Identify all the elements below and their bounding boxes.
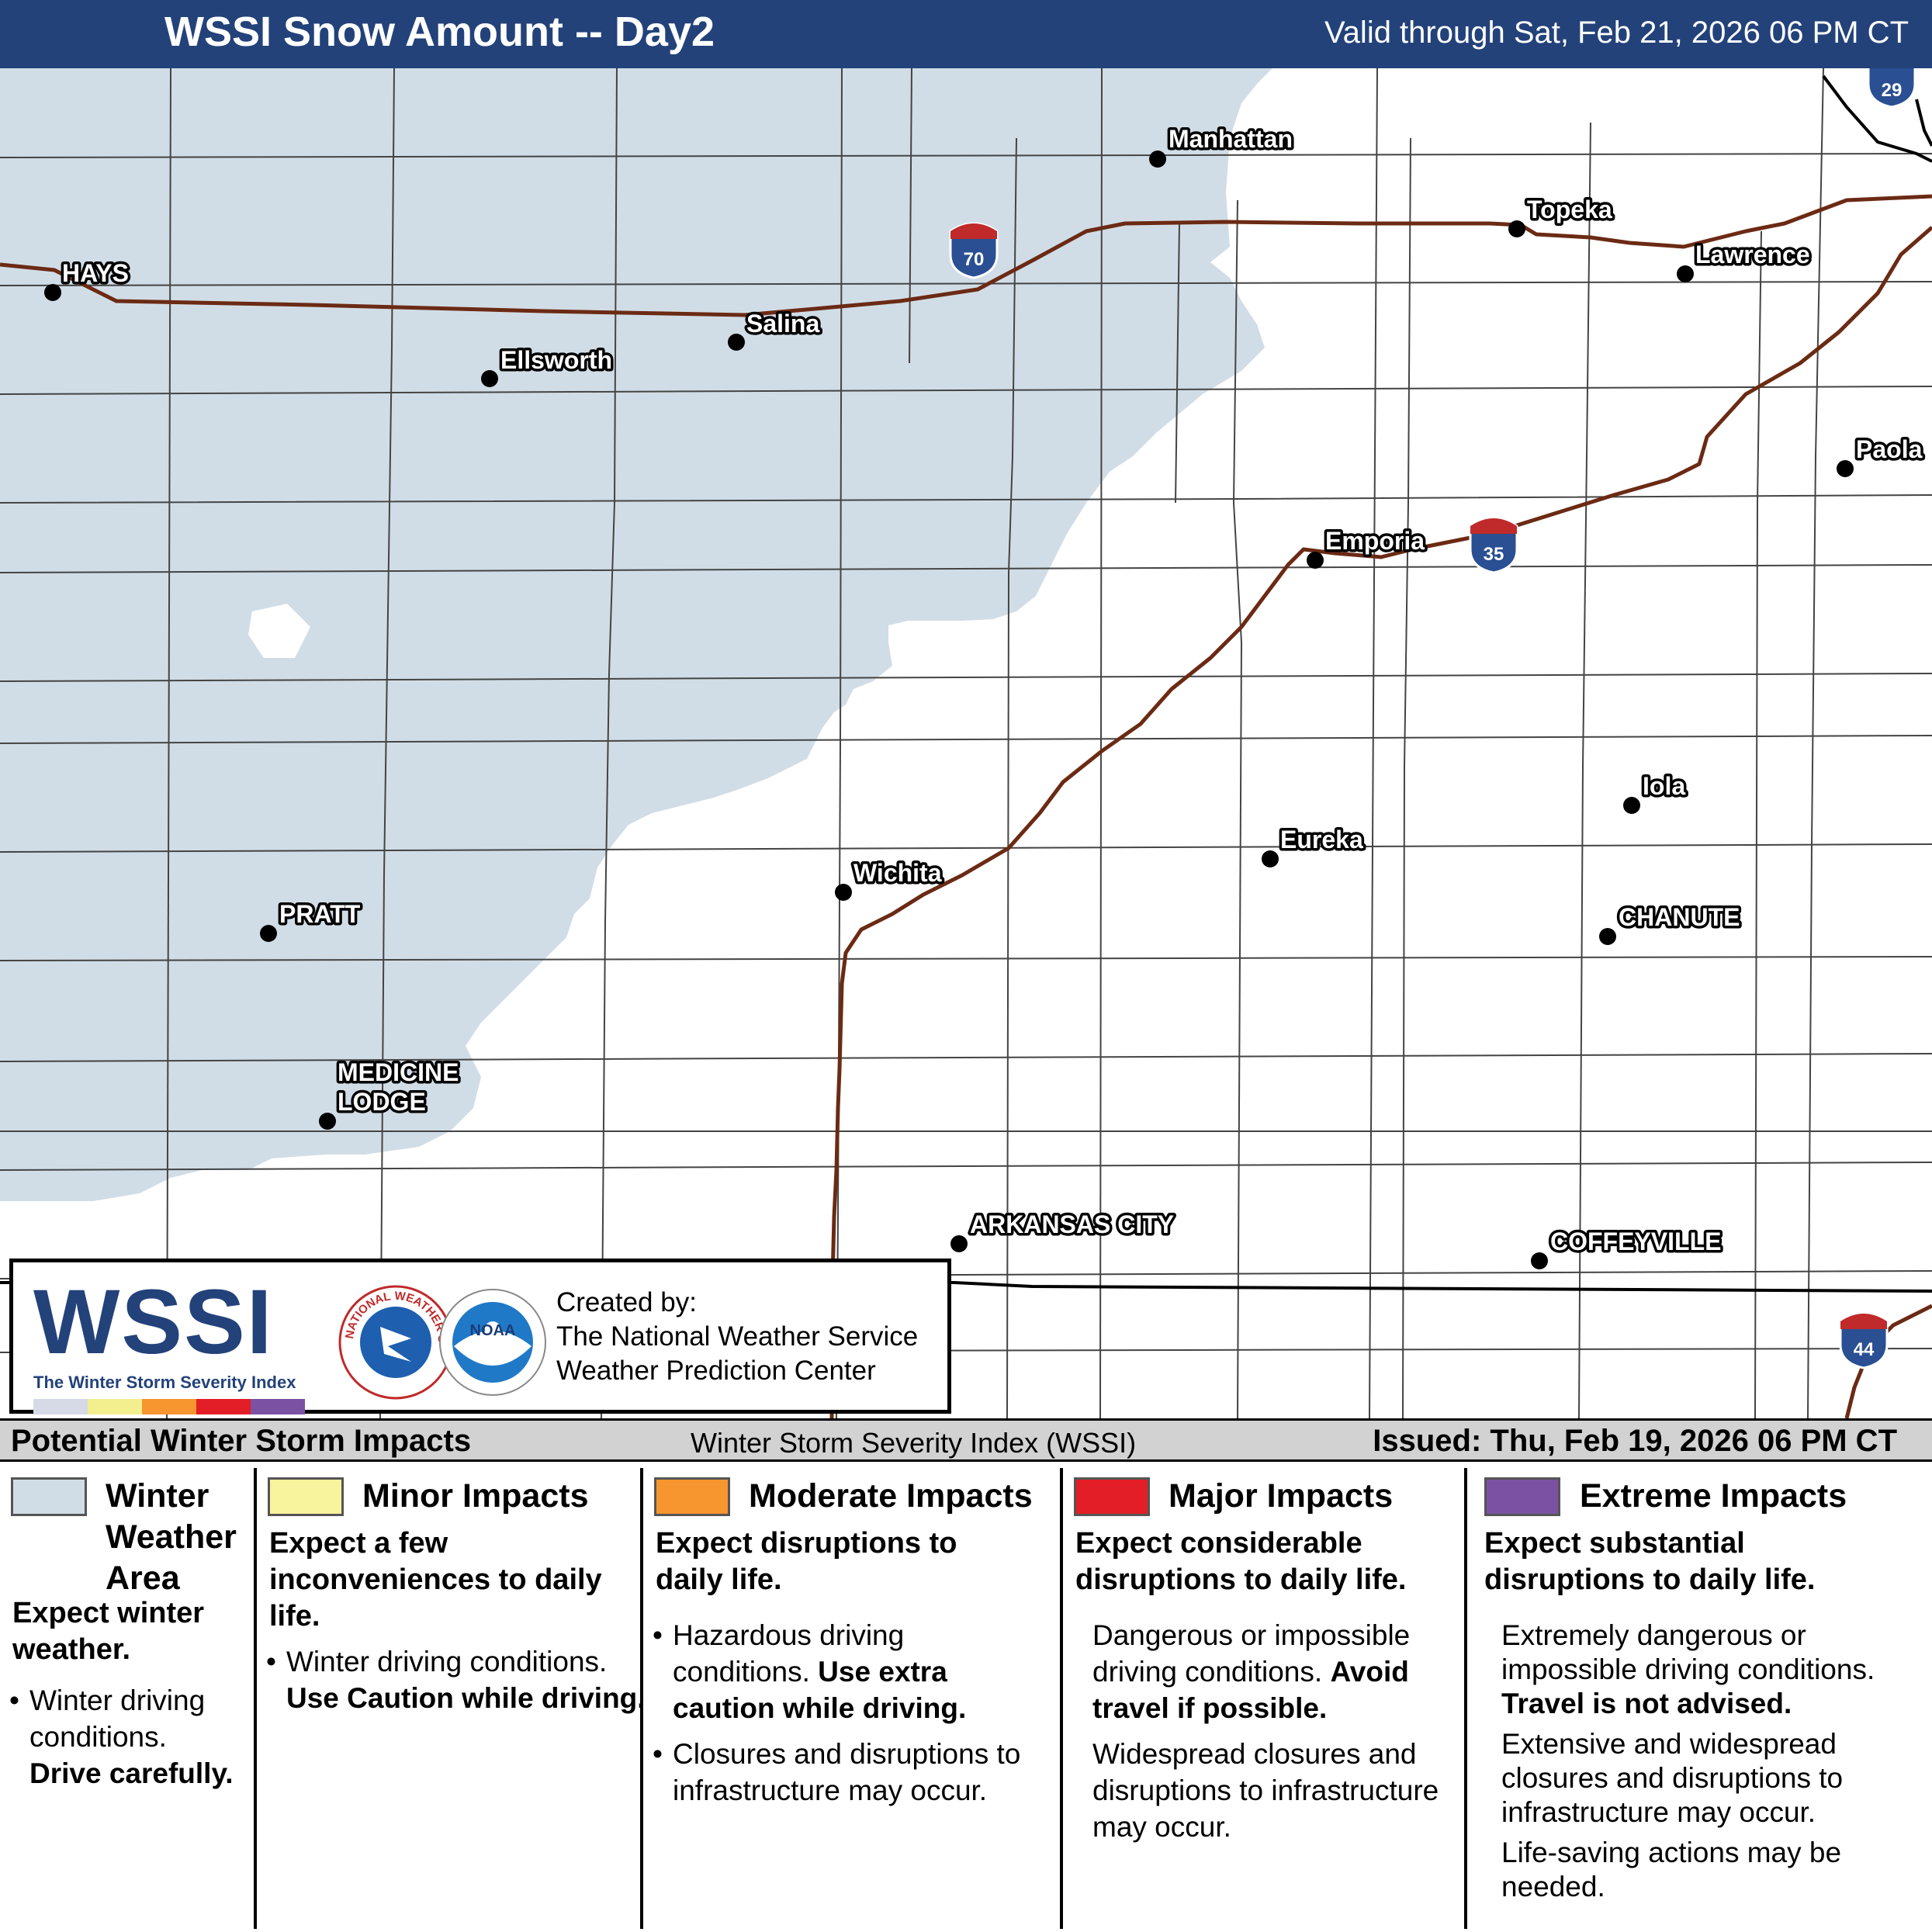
- credit-box: WSSI The Winter Storm Severity Index NAT…: [9, 1259, 951, 1414]
- city-dot-iola[interactable]: [1623, 797, 1640, 814]
- swatch-winter-weather: [11, 1477, 87, 1516]
- i70-label: 70: [964, 249, 985, 270]
- legend-header-index: Winter Storm Severity Index (WSSI): [691, 1427, 1137, 1459]
- swatch-minor: [268, 1477, 344, 1516]
- created-by-label: Created by:: [556, 1287, 697, 1317]
- wssi-logo: WSSI The Winter Storm Severity Index: [33, 1276, 305, 1414]
- city-dot-coffeyville[interactable]: [1531, 1252, 1548, 1269]
- i29-label: 29: [1882, 80, 1903, 101]
- legend-body-extreme: Extremely dangerous or impossible drivin…: [1501, 1619, 1875, 1903]
- winter-weather-area: [0, 68, 1272, 1201]
- legend-desc-winter-weather: Expect winter weather.: [12, 1597, 205, 1666]
- swatch-major: [1074, 1477, 1150, 1516]
- city-dot-pratt[interactable]: [260, 925, 277, 942]
- legend-divider: [1464, 1468, 1467, 1929]
- city-dot-emporia[interactable]: [1307, 552, 1324, 569]
- nws-logo-icon: NATIONAL WEATHER SERVICE: [334, 1274, 453, 1400]
- valid-time: Valid through Sat, Feb 21, 2026 06 PM CT: [1324, 16, 1909, 50]
- i70-shield-icon: 70: [949, 222, 999, 279]
- i35-shield-icon: 35: [1469, 517, 1518, 574]
- map-svg[interactable]: 70 35 29 44 HAYS Ellsworth Salina: [0, 68, 1932, 1418]
- city-dot-hays[interactable]: [44, 284, 61, 301]
- city-label-emporia: Emporia: [1325, 527, 1425, 555]
- city-dot-topeka[interactable]: [1508, 220, 1525, 237]
- city-dot-paola[interactable]: [1837, 460, 1854, 477]
- city-dot-wichita[interactable]: [835, 884, 852, 901]
- city-dot-salina[interactable]: [728, 334, 745, 351]
- legend-col-moderate: Moderate Impacts Expect disruptions to d…: [643, 1462, 1060, 1932]
- city-label-eureka: Eureka: [1280, 826, 1363, 853]
- legend-body-major: Dangerous or impossible driving conditio…: [1092, 1619, 1439, 1843]
- legend-col-extreme: Extreme Impacts Expect substantial disru…: [1467, 1462, 1932, 1932]
- city-label-manhattan: Manhattan: [1169, 125, 1293, 153]
- i35-label: 35: [1484, 544, 1504, 565]
- city-label-iola: Iola: [1643, 772, 1685, 800]
- credit-org-wpc: Weather Prediction Center: [556, 1356, 876, 1386]
- city-dot-chanute[interactable]: [1599, 928, 1616, 945]
- legend-desc-moderate: Expect disruptions to daily life.: [656, 1527, 957, 1596]
- city-markers: [44, 151, 1854, 1269]
- noaa-logo-text: NOAA: [470, 1322, 516, 1339]
- city-label-pratt: PRATT: [279, 900, 361, 928]
- agency-logos: NATIONAL WEATHER SERVICE NOAA: [334, 1274, 547, 1412]
- legend-desc-extreme: Expect substantial disruptions to daily …: [1484, 1527, 1816, 1596]
- city-label-medicine: MEDICINE: [338, 1058, 459, 1086]
- credit-text: Created by: The National Weather Service…: [556, 1286, 918, 1388]
- city-label-paola: Paola: [1856, 435, 1923, 463]
- map-panel[interactable]: 70 35 29 44 HAYS Ellsworth Salina: [0, 68, 1932, 1418]
- i44-shield-icon: 44: [1839, 1312, 1889, 1369]
- city-label-salina: Salina: [746, 310, 819, 338]
- i44-label: 44: [1854, 1339, 1875, 1360]
- city-label-hays: HAYS: [62, 259, 129, 287]
- wssi-color-bar: [33, 1399, 305, 1414]
- city-labels: HAYS Ellsworth Salina Manhattan Topeka L…: [60, 123, 1926, 1259]
- wssi-logo-subtitle: The Winter Storm Severity Index: [33, 1373, 296, 1392]
- legend-title-extreme: Extreme Impacts: [1580, 1477, 1847, 1515]
- city-label-ellsworth: Ellsworth: [500, 346, 612, 374]
- city-dot-medicine-lodge[interactable]: [319, 1113, 336, 1130]
- legend-header-title: Potential Winter Storm Impacts: [11, 1424, 472, 1458]
- city-label-lodge: LODGE: [338, 1088, 426, 1116]
- legend-title-major: Major Impacts: [1169, 1477, 1394, 1515]
- city-dot-lawrence[interactable]: [1677, 265, 1694, 282]
- legend-body-minor: Winter driving conditions. Use Caution w…: [266, 1643, 649, 1716]
- header-bar: WSSI Snow Amount -- Day2 Valid through S…: [0, 0, 1932, 68]
- i29-shield-icon: 29: [1867, 68, 1916, 109]
- legend-header: Potential Winter Storm Impacts Winter St…: [0, 1418, 1932, 1462]
- impact-legend: Winter Weather Area Expect winter weathe…: [0, 1462, 1932, 1932]
- map-title: WSSI Snow Amount -- Day2: [164, 9, 715, 55]
- city-label-topeka: Topeka: [1527, 196, 1612, 223]
- legend-desc-major: Expect considerable disruptions to daily…: [1075, 1527, 1407, 1596]
- city-dot-ellsworth[interactable]: [481, 370, 498, 387]
- city-label-arkansas-city: ARKANSAS CITY: [970, 1210, 1174, 1238]
- city-label-chanute: CHANUTE: [1619, 903, 1740, 931]
- swatch-moderate: [654, 1477, 730, 1516]
- river-line: [1822, 74, 1932, 163]
- legend-divider: [1060, 1468, 1063, 1929]
- credit-org-nws: The National Weather Service: [556, 1321, 919, 1352]
- city-label-lawrence: Lawrence: [1695, 241, 1810, 268]
- swatch-extreme: [1484, 1477, 1560, 1516]
- legend-body-moderate: Hazardous driving conditions. Use extra …: [653, 1617, 1044, 1818]
- legend-col-major: Major Impacts Expect considerable disrup…: [1063, 1462, 1464, 1932]
- legend-col-minor: Minor Impacts Expect a few inconvenience…: [257, 1462, 646, 1932]
- legend-body-winter-weather: Winter driving conditions.Drive carefull…: [9, 1682, 261, 1792]
- city-label-wichita: Wichita: [853, 859, 942, 887]
- noaa-logo-icon: NOAA: [439, 1289, 546, 1396]
- legend-col-winter-weather: Winter Weather Area Expect winter weathe…: [0, 1462, 252, 1932]
- issued-time: Issued: Thu, Feb 19, 2026 06 PM CT: [1373, 1424, 1897, 1458]
- city-label-coffeyville: COFFEYVILLE: [1550, 1227, 1721, 1255]
- wssi-logo-text: WSSI: [33, 1271, 274, 1373]
- legend-title-moderate: Moderate Impacts: [749, 1477, 1033, 1515]
- legend-title-minor: Minor Impacts: [362, 1477, 589, 1515]
- city-dot-eureka[interactable]: [1262, 850, 1279, 867]
- city-dot-arkansas-city[interactable]: [950, 1235, 968, 1252]
- legend-desc-minor: Expect a few inconveniences to daily lif…: [269, 1527, 602, 1633]
- city-dot-manhattan[interactable]: [1149, 151, 1166, 168]
- legend-title-winter-weather: Winter Weather Area: [106, 1477, 237, 1597]
